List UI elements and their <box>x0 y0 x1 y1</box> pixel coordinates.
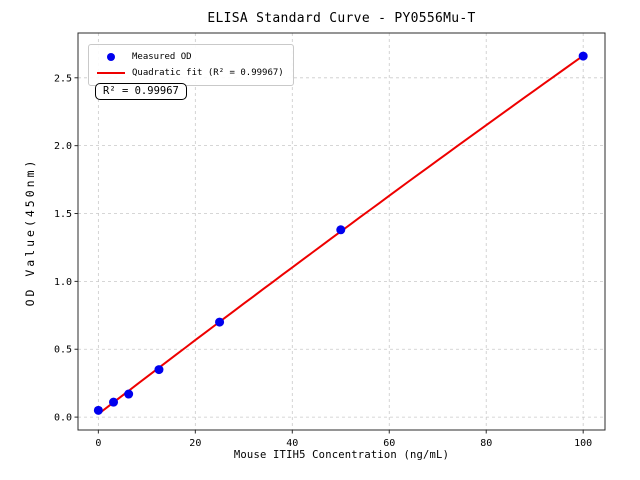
legend-item-fit: Quadratic fit (R² = 0.99967) <box>95 65 284 81</box>
legend: Measured OD Quadratic fit (R² = 0.99967) <box>88 44 294 86</box>
legend-marker-measured <box>95 53 127 61</box>
x-axis-label: Mouse ITIH5 Concentration (ng/mL) <box>233 449 450 461</box>
svg-text:0.5: 0.5 <box>54 345 72 356</box>
measured-dot-icon <box>107 53 115 61</box>
svg-text:2.0: 2.0 <box>54 141 72 152</box>
svg-text:1.0: 1.0 <box>54 277 72 288</box>
svg-text:80: 80 <box>480 438 492 449</box>
legend-label-fit: Quadratic fit (R² = 0.99967) <box>132 68 284 78</box>
legend-item-measured: Measured OD <box>95 49 284 65</box>
fit-line-icon <box>97 71 125 75</box>
svg-text:1.5: 1.5 <box>54 209 72 220</box>
svg-text:0: 0 <box>95 438 101 449</box>
svg-text:2.5: 2.5 <box>54 73 72 84</box>
svg-text:20: 20 <box>189 438 201 449</box>
legend-label-measured: Measured OD <box>132 52 192 62</box>
svg-text:0.0: 0.0 <box>54 413 72 424</box>
svg-text:60: 60 <box>383 438 395 449</box>
legend-marker-fit <box>95 71 127 75</box>
r-squared-annotation: R² = 0.99967 <box>95 83 187 100</box>
svg-text:100: 100 <box>574 438 592 449</box>
y-axis-label: OD Value(450nm) <box>23 157 37 307</box>
chart-title: ELISA Standard Curve - PY0556Mu-T <box>207 11 476 26</box>
svg-text:40: 40 <box>286 438 298 449</box>
